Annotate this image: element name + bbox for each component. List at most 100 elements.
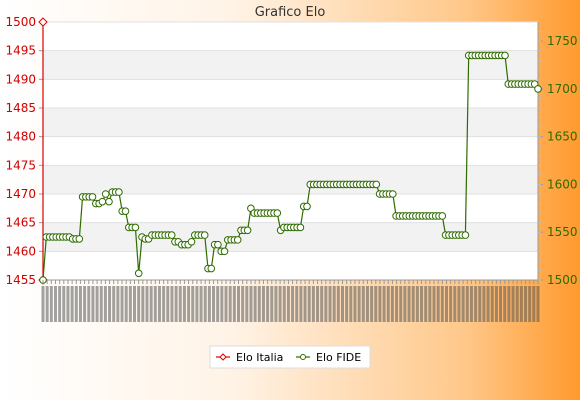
x-tick-label xyxy=(440,286,444,322)
grid-band xyxy=(43,50,538,80)
x-tick-label xyxy=(407,286,411,322)
data-point xyxy=(105,197,113,206)
x-tick-label xyxy=(149,286,153,322)
x-tick-label xyxy=(511,286,515,322)
x-tick-label xyxy=(41,286,45,322)
x-tick-label xyxy=(403,286,407,322)
x-tick-label xyxy=(469,286,473,322)
x-tick-label xyxy=(270,286,274,322)
x-tick-label xyxy=(382,286,386,322)
x-tick-label xyxy=(494,286,498,322)
data-point xyxy=(207,264,216,273)
x-tick-label xyxy=(519,286,523,322)
y-left-tick-label: 1475 xyxy=(5,158,36,172)
legend: Elo Italia Elo FIDE xyxy=(209,345,371,369)
data-point xyxy=(187,237,196,246)
legend-marker xyxy=(300,354,306,360)
x-tick-label xyxy=(145,286,149,322)
plot-background xyxy=(43,22,538,280)
x-tick-label xyxy=(99,286,103,322)
x-tick-label xyxy=(53,286,57,322)
y-right-tick-label: 1500 xyxy=(547,273,578,287)
series-elo-fide xyxy=(39,51,542,284)
x-tick-label xyxy=(195,286,199,322)
x-tick-label xyxy=(532,286,536,322)
x-tick-label xyxy=(153,286,157,322)
x-tick-label xyxy=(378,286,382,322)
x-tick-label xyxy=(328,286,332,322)
legend-label: Elo FIDE xyxy=(316,351,361,364)
x-tick-label xyxy=(241,286,245,322)
x-tick-label xyxy=(103,286,107,322)
x-tick-label xyxy=(207,286,211,322)
x-tick-label xyxy=(345,286,349,322)
data-point xyxy=(214,240,222,249)
data-point xyxy=(534,85,542,93)
x-tick-label xyxy=(311,286,315,322)
x-tick-label xyxy=(128,286,132,322)
x-tick-label xyxy=(266,286,270,322)
x-tick-label xyxy=(133,286,137,322)
grid-band xyxy=(43,79,538,108)
x-tick-label xyxy=(95,286,99,322)
x-tick-label xyxy=(424,286,428,322)
data-point xyxy=(200,231,209,239)
x-tick-label xyxy=(170,286,174,322)
x-tick-label xyxy=(49,286,53,322)
x-tick-label xyxy=(282,286,286,322)
chart-title: Grafico Elo xyxy=(255,5,326,20)
x-tick-label xyxy=(449,286,453,322)
x-tick-label xyxy=(474,286,478,322)
data-point xyxy=(131,223,140,232)
x-tick-label xyxy=(291,286,295,322)
data-point xyxy=(121,207,130,215)
y-right-tick-label: 1600 xyxy=(547,177,578,191)
x-tick-label xyxy=(182,286,186,322)
data-point xyxy=(98,197,107,206)
x-tick-label xyxy=(340,286,344,322)
x-tick-label xyxy=(428,286,432,322)
x-tick-label xyxy=(261,286,265,322)
x-tick-label xyxy=(357,286,361,322)
x-tick-label xyxy=(253,286,257,322)
x-tick-label xyxy=(137,286,141,322)
data-point xyxy=(75,235,84,243)
x-tick-label xyxy=(465,286,469,322)
x-tick-label xyxy=(395,286,399,322)
x-tick-label xyxy=(436,286,440,322)
x-tick-label xyxy=(299,286,303,322)
x-tick-label xyxy=(224,286,228,322)
data-point xyxy=(461,231,470,239)
x-tick-label xyxy=(191,286,195,322)
x-tick-label xyxy=(461,286,465,322)
data-point xyxy=(389,190,397,198)
x-tick-label xyxy=(499,286,503,322)
x-tick-label xyxy=(74,286,78,322)
x-tick-label xyxy=(515,286,519,322)
x-tick-label xyxy=(228,286,232,322)
y-left-tick-label: 1495 xyxy=(5,44,36,58)
grid-band xyxy=(43,136,538,166)
x-tick-label xyxy=(178,286,182,322)
x-tick-label xyxy=(349,286,353,322)
x-tick-label xyxy=(120,286,124,322)
x-tick-label xyxy=(66,286,70,322)
x-tick-label xyxy=(108,286,112,322)
data-point xyxy=(243,226,252,235)
x-tick-label xyxy=(203,286,207,322)
x-tick-label xyxy=(286,286,290,322)
x-tick-label xyxy=(45,286,49,322)
x-tick-label xyxy=(399,286,403,322)
y-left-tick-label: 1480 xyxy=(5,130,36,144)
x-tick-label xyxy=(353,286,357,322)
data-point xyxy=(38,17,48,27)
x-tick-label xyxy=(162,286,166,322)
x-tick-label xyxy=(503,286,507,322)
x-tick-label xyxy=(257,286,261,322)
x-tick-label xyxy=(415,286,419,322)
x-tick-label xyxy=(536,286,540,322)
data-point xyxy=(88,193,97,201)
x-tick-label xyxy=(457,286,461,322)
x-tick-label xyxy=(124,286,128,322)
data-point xyxy=(303,202,311,211)
